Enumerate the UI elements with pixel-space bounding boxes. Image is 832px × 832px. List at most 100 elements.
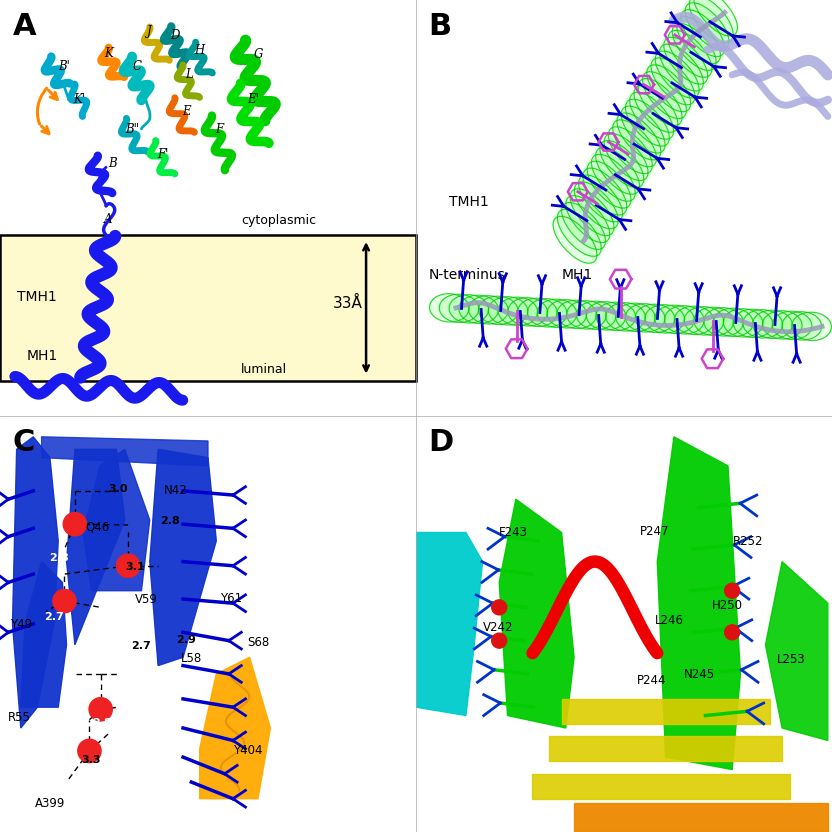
Text: E': E' (247, 92, 259, 106)
Text: F': F' (157, 148, 169, 161)
Ellipse shape (683, 1, 730, 52)
Text: A: A (12, 12, 36, 42)
Ellipse shape (607, 125, 654, 176)
Ellipse shape (574, 301, 618, 329)
Ellipse shape (560, 201, 607, 251)
Ellipse shape (602, 131, 650, 182)
Text: E: E (182, 105, 191, 118)
Ellipse shape (428, 294, 471, 322)
Ellipse shape (438, 295, 481, 323)
Ellipse shape (535, 300, 579, 328)
Text: B": B" (126, 123, 139, 136)
Ellipse shape (658, 42, 706, 93)
Text: V242: V242 (483, 621, 513, 634)
Text: H250: H250 (712, 599, 743, 612)
Text: 2.8: 2.8 (49, 553, 69, 563)
Ellipse shape (741, 310, 785, 338)
Ellipse shape (447, 295, 491, 323)
Text: 2.7: 2.7 (117, 681, 136, 691)
Ellipse shape (662, 35, 710, 87)
Polygon shape (67, 449, 125, 645)
Ellipse shape (780, 312, 824, 340)
Text: B: B (428, 12, 452, 42)
Ellipse shape (615, 111, 662, 162)
Text: luminal: luminal (241, 364, 287, 376)
Text: N245: N245 (684, 668, 716, 681)
Polygon shape (549, 736, 782, 761)
Polygon shape (765, 562, 828, 740)
Text: H: H (194, 44, 204, 57)
Ellipse shape (487, 297, 530, 325)
Circle shape (725, 583, 740, 598)
Ellipse shape (598, 138, 646, 190)
Circle shape (725, 625, 740, 640)
Circle shape (53, 589, 77, 612)
Ellipse shape (682, 307, 726, 335)
Text: P244: P244 (636, 674, 666, 686)
Ellipse shape (477, 296, 520, 324)
Ellipse shape (577, 173, 624, 224)
Circle shape (492, 600, 507, 615)
Polygon shape (42, 437, 208, 466)
Ellipse shape (565, 300, 608, 329)
Text: 2.7: 2.7 (44, 612, 64, 622)
Text: K': K' (73, 92, 85, 106)
Text: 2.9: 2.9 (176, 635, 196, 645)
Ellipse shape (506, 298, 549, 326)
Text: S68: S68 (248, 636, 270, 649)
Text: F243: F243 (499, 526, 528, 539)
Text: N42: N42 (165, 483, 188, 497)
Ellipse shape (662, 305, 706, 334)
Ellipse shape (564, 194, 612, 245)
Ellipse shape (760, 310, 804, 339)
Ellipse shape (457, 295, 500, 324)
Text: J: J (147, 25, 152, 37)
Text: L: L (186, 68, 193, 82)
Polygon shape (12, 437, 58, 728)
Ellipse shape (692, 0, 739, 38)
Text: L246: L246 (656, 614, 684, 627)
Text: R252: R252 (733, 535, 764, 548)
Ellipse shape (582, 166, 628, 217)
Ellipse shape (645, 62, 692, 114)
Text: A399: A399 (35, 797, 66, 810)
Polygon shape (657, 437, 740, 770)
Text: D: D (428, 428, 453, 458)
Text: G: G (254, 48, 264, 62)
Circle shape (492, 633, 507, 648)
Text: L253: L253 (777, 653, 806, 666)
Ellipse shape (628, 91, 676, 141)
Polygon shape (499, 499, 574, 728)
Ellipse shape (572, 180, 620, 230)
Ellipse shape (516, 298, 559, 326)
Polygon shape (21, 562, 67, 707)
Ellipse shape (552, 215, 599, 265)
Ellipse shape (545, 300, 588, 328)
Ellipse shape (721, 309, 765, 337)
Ellipse shape (584, 302, 627, 330)
Ellipse shape (496, 297, 540, 325)
Ellipse shape (526, 299, 569, 327)
Ellipse shape (632, 83, 680, 134)
Ellipse shape (590, 152, 637, 203)
Text: Y49: Y49 (10, 617, 32, 631)
Polygon shape (416, 532, 483, 716)
Ellipse shape (604, 303, 647, 331)
Ellipse shape (653, 305, 696, 334)
Text: 3.0: 3.0 (109, 483, 128, 494)
Text: R55: R55 (8, 711, 31, 724)
Ellipse shape (666, 28, 714, 79)
Ellipse shape (672, 306, 716, 334)
Text: TMH1: TMH1 (449, 195, 489, 209)
Ellipse shape (653, 49, 701, 100)
Ellipse shape (750, 310, 795, 339)
Text: B': B' (58, 60, 71, 73)
Text: 2.8: 2.8 (82, 681, 102, 691)
Ellipse shape (633, 305, 676, 333)
Ellipse shape (790, 312, 832, 340)
Text: MH1: MH1 (562, 268, 593, 281)
Circle shape (89, 697, 112, 721)
Circle shape (78, 739, 102, 762)
Ellipse shape (692, 307, 735, 335)
Ellipse shape (467, 295, 510, 324)
